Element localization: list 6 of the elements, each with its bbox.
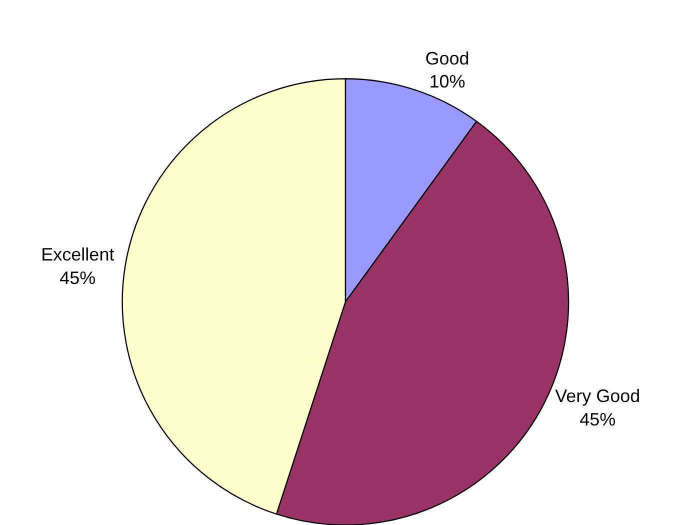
data-label: 45% bbox=[580, 409, 616, 430]
data-label: 10% bbox=[429, 72, 466, 92]
slice-label: Excellent bbox=[41, 244, 114, 265]
data-label: 45% bbox=[60, 268, 96, 288]
slice-label: Very Good bbox=[555, 386, 640, 406]
slice-label: Good bbox=[425, 48, 470, 68]
